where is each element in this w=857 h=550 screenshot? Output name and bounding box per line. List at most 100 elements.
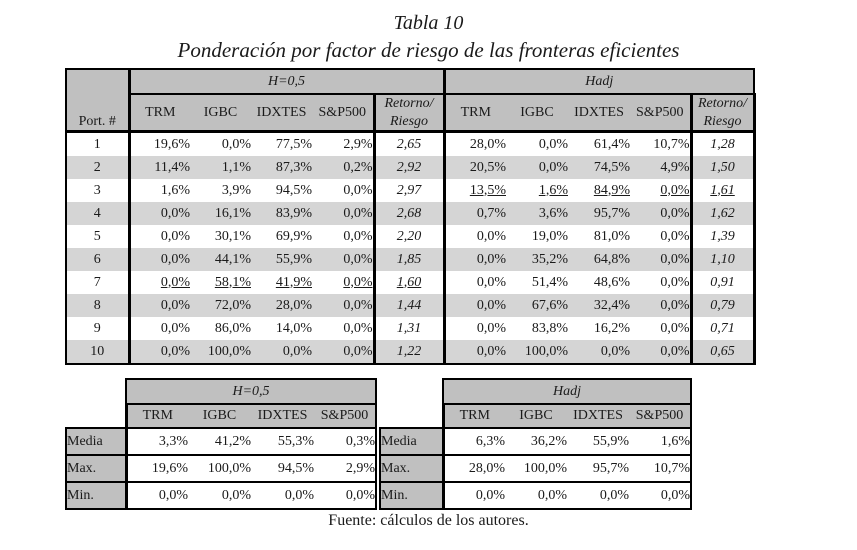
weight-cell: 0,0%: [538, 159, 568, 175]
portfolio-row: 6 0,0% 44,1% 55,9% 0,0% 1,85 0,0% 35,2% 64,8% 0,0…: [66, 248, 756, 271]
page-subtitle: Ponderación por factor de riesgo de las …: [177, 38, 680, 62]
portfolio-row: 1 19,6% 0,0% 77,5% 2,9% 2,65 28,0% 0,0% 61,4% 10,…: [66, 131, 756, 156]
group-header-h05: H=0,5: [129, 69, 444, 95]
weight-cell: 0,7%: [476, 205, 506, 221]
weight-cell: 87,3%: [275, 159, 312, 175]
return-risk-cell: 0,71: [689, 317, 756, 340]
weight-cell: 0,0%: [660, 182, 690, 198]
return-risk-cell: 0,79: [689, 294, 756, 317]
weight-cell: 4,9%: [660, 159, 690, 175]
summary-value-cell: 41,2%: [188, 427, 251, 456]
col-header-idxtes: IDXTES: [567, 403, 629, 429]
summary-value-cell: 55,3%: [251, 427, 314, 456]
return-risk-cell: 1,61: [689, 179, 756, 202]
summary-value-cell: 36,2%: [505, 427, 567, 456]
col-header-igbc: IGBC: [188, 403, 251, 429]
col-header-trm: TRM: [441, 403, 505, 429]
weight-cell: 10,7%: [653, 136, 690, 152]
summary-value-cell: 3,3%: [124, 427, 188, 456]
weight-cell: 0,0%: [160, 205, 190, 221]
page-title: Tabla 10: [393, 12, 464, 34]
spacer-cell: [380, 404, 443, 428]
weight-cell: 0,0%: [343, 297, 373, 313]
summary-row-label: Min.: [379, 481, 445, 510]
portfolio-row: 9 0,0% 86,0% 14,0% 0,0% 1,31 0,0% 83,8% 16,2% 0,0…: [66, 317, 756, 340]
col-header-igbc: IGBC: [505, 403, 567, 429]
ratio-header-line2: Riesgo: [703, 113, 742, 129]
weight-cell: 20,5%: [469, 159, 506, 175]
col-header-sp500-h05: S&P500: [312, 94, 374, 133]
weight-cell: 0,0%: [660, 274, 690, 290]
main-table: Port. # H=0,5 Hadj TRM IGBC IDXTES S&P50…: [65, 68, 756, 365]
weight-cell: 64,8%: [593, 251, 630, 267]
weight-cell: 0,0%: [660, 297, 690, 313]
weight-cell: 14,0%: [275, 320, 312, 336]
weight-cell: 83,8%: [531, 320, 568, 336]
summary-value-cell: 100,0%: [188, 454, 251, 483]
weight-cell: 0,0%: [343, 228, 373, 244]
summary-value-cell: 6,3%: [441, 427, 505, 456]
summary-value-cell: 100,0%: [505, 454, 567, 483]
weight-cell: 0,0%: [160, 320, 190, 336]
col-header-trm-h05: TRM: [129, 94, 190, 133]
weight-cell: 0,0%: [160, 228, 190, 244]
weight-cell: 0,0%: [660, 205, 690, 221]
weight-cell: 72,0%: [214, 297, 251, 313]
weight-cell: 0,0%: [282, 343, 312, 359]
main-table-body: 1 19,6% 0,0% 77,5% 2,9% 2,65 28,0% 0,0% 61,4% 10,…: [66, 131, 756, 364]
weight-cell: 0,0%: [160, 343, 190, 359]
weight-cell: 83,9%: [275, 205, 312, 221]
portfolio-row: 7 0,0% 58,1% 41,9% 0,0% 1,60 0,0% 51,4% 48,6% 0,0…: [66, 271, 756, 294]
return-risk-cell: 2,20: [372, 225, 446, 248]
summary-value-cell: 0,0%: [629, 481, 692, 510]
col-header-ratio-hadj: Retorno/Riesgo: [689, 94, 756, 133]
summary-value-cell: 28,0%: [441, 454, 505, 483]
summary-value-cell: 0,0%: [567, 481, 629, 510]
portfolio-row: 2 11,4% 1,1% 87,3% 0,2% 2,92 20,5% 0,0% 74,5% 4,9…: [66, 156, 756, 179]
weight-cell: 0,0%: [660, 251, 690, 267]
portfolio-row: 5 0,0% 30,1% 69,9% 0,0% 2,20 0,0% 19,0% 81,0% 0,0…: [66, 225, 756, 248]
summary-group-header-row: H=0,5: [66, 378, 377, 405]
return-risk-cell: 1,28: [689, 131, 756, 156]
summary-value-cell: 0,0%: [314, 481, 377, 510]
col-header-trm: TRM: [124, 403, 188, 429]
summary-column-header-row: TRM IGBC IDXTES S&P500: [66, 403, 377, 429]
return-risk-cell: 1,60: [372, 271, 446, 294]
weight-cell: 0,0%: [221, 136, 251, 152]
weight-cell: 44,1%: [214, 251, 251, 267]
summary-section: H=0,5 TRM IGBC IDXTES S&P500 Media 3,3% 41…: [65, 378, 857, 510]
weight-cell: 16,2%: [593, 320, 630, 336]
portfolio-row: 4 0,0% 16,1% 83,9% 0,0% 2,68 0,7% 3,6% 95,7% 0,0%…: [66, 202, 756, 225]
source-note: Fuente: cálculos de los autores.: [328, 512, 529, 529]
weight-cell: 0,0%: [476, 343, 506, 359]
return-risk-cell: 2,65: [372, 131, 446, 156]
weight-cell: 11,4%: [154, 159, 190, 175]
summary-row-label: Media: [379, 427, 445, 456]
portfolio-row: 8 0,0% 72,0% 28,0% 0,0% 1,44 0,0% 67,6% 32,4% 0,0…: [66, 294, 756, 317]
summary-value-cell: 0,0%: [124, 481, 188, 510]
summary-row: Min. 0,0% 0,0% 0,0% 0,0%: [379, 481, 692, 510]
return-risk-cell: 2,68: [372, 202, 446, 225]
group-header-hadj: Hadj: [442, 69, 754, 95]
port-number-cell: 8: [66, 294, 131, 317]
summary-row-label: Media: [65, 427, 128, 456]
ratio-header-line2: Riesgo: [389, 113, 429, 129]
weight-cell: 19,6%: [153, 136, 190, 152]
weight-cell: 74,5%: [593, 159, 630, 175]
summary-body: Media 3,3% 41,2% 55,3% 0,3% Max. 19,6% 100,0% 94…: [65, 427, 377, 510]
return-risk-cell: 1,85: [372, 248, 446, 271]
return-risk-cell: 0,91: [689, 271, 756, 294]
summary-group-header-h05: H=0,5: [125, 378, 377, 405]
weight-cell: 16,1%: [214, 205, 251, 221]
port-column-header: Port. #: [66, 69, 131, 133]
weight-cell: 95,7%: [593, 205, 630, 221]
port-number-cell: 2: [66, 156, 131, 179]
weight-cell: 0,0%: [476, 320, 506, 336]
weight-cell: 0,0%: [343, 182, 373, 198]
port-number-cell: 3: [66, 179, 131, 202]
summary-row: Max. 28,0% 100,0% 95,7% 10,7%: [379, 454, 692, 483]
port-number-cell: 5: [66, 225, 131, 248]
weight-cell: 0,0%: [538, 136, 568, 152]
weight-cell: 1,1%: [221, 159, 251, 175]
return-risk-cell: 2,97: [372, 179, 446, 202]
